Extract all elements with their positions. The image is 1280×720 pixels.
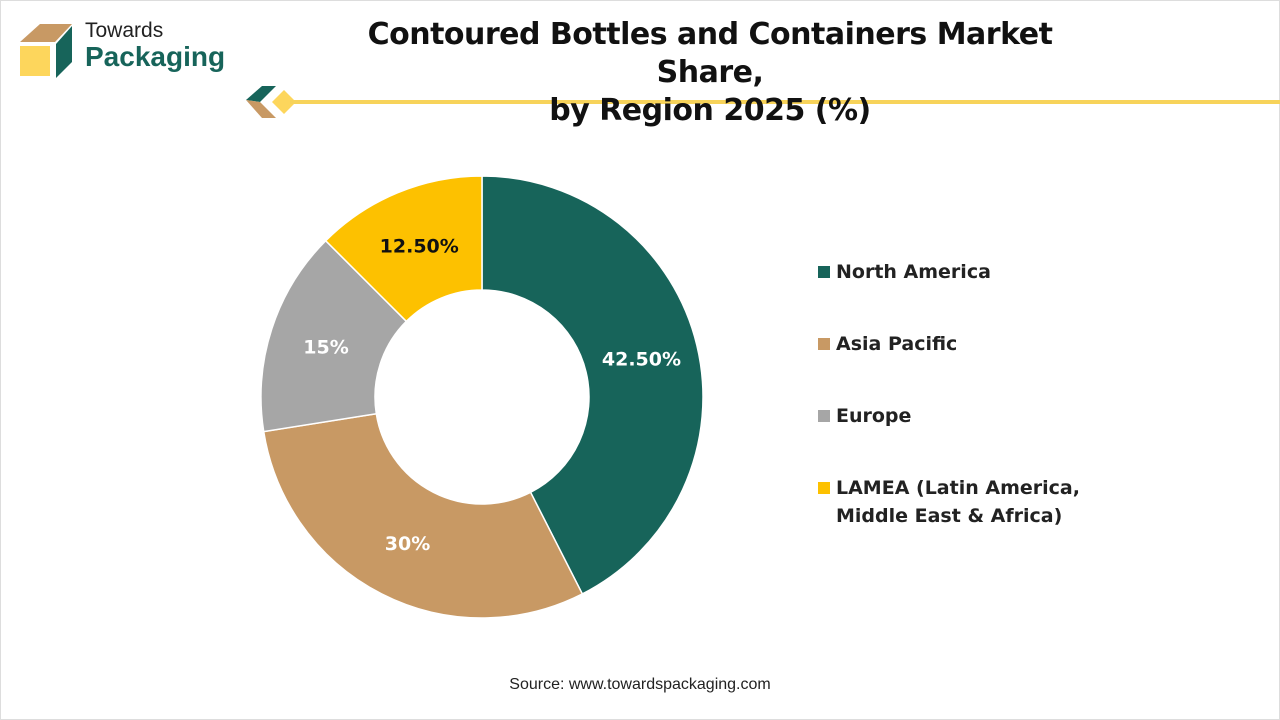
title-rule [290,100,1280,104]
brand-line1: Towards [85,19,164,42]
legend: North America Asia Pacific Europe LAMEA (La… [818,258,1080,574]
source: Source: www.towardspackaging.com [509,676,771,693]
logo [20,24,296,118]
brand-line2: Packaging [85,41,226,72]
data-label-3: 12.50% [380,235,459,257]
data-label-1: 30% [385,533,430,555]
legend-label: Asia Pacific [836,333,958,355]
legend-label: Europe [836,405,912,427]
legend-swatch [818,410,830,422]
title-line-2: by Region 2025 (%) [549,93,871,128]
chart-title: Contoured Bottles and Containers Market … [330,16,1090,130]
legend-label: Middle East & Africa) [836,505,1063,527]
legend-item: Europe [818,402,1080,430]
data-label-2: 15% [303,336,348,358]
legend-label: North America [836,261,991,283]
legend-swatch [818,338,830,350]
legend-item: North America [818,258,1080,286]
slice-0 [481,175,704,595]
slice-1 [262,412,584,619]
legend-item: LAMEA (Latin America, Middle East & Afric… [818,474,1080,530]
legend-swatch [818,266,830,278]
data-label-0: 42.50% [602,349,681,371]
slice-2 [260,239,408,433]
slice-3 [324,175,483,323]
legend-swatch [818,482,830,494]
title-line-1: Contoured Bottles and Containers Market … [367,17,1053,90]
legend-item: Asia Pacific [818,330,1080,358]
legend-label: LAMEA (Latin America, [836,477,1080,499]
